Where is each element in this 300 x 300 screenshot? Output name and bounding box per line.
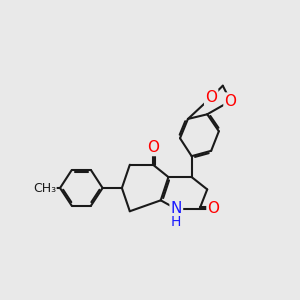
Text: N: N [171, 201, 182, 216]
Text: H: H [171, 215, 181, 229]
Text: O: O [208, 201, 220, 216]
Text: O: O [224, 94, 236, 109]
Text: CH₃: CH₃ [33, 182, 56, 194]
Text: O: O [147, 140, 159, 155]
Text: O: O [205, 90, 217, 105]
